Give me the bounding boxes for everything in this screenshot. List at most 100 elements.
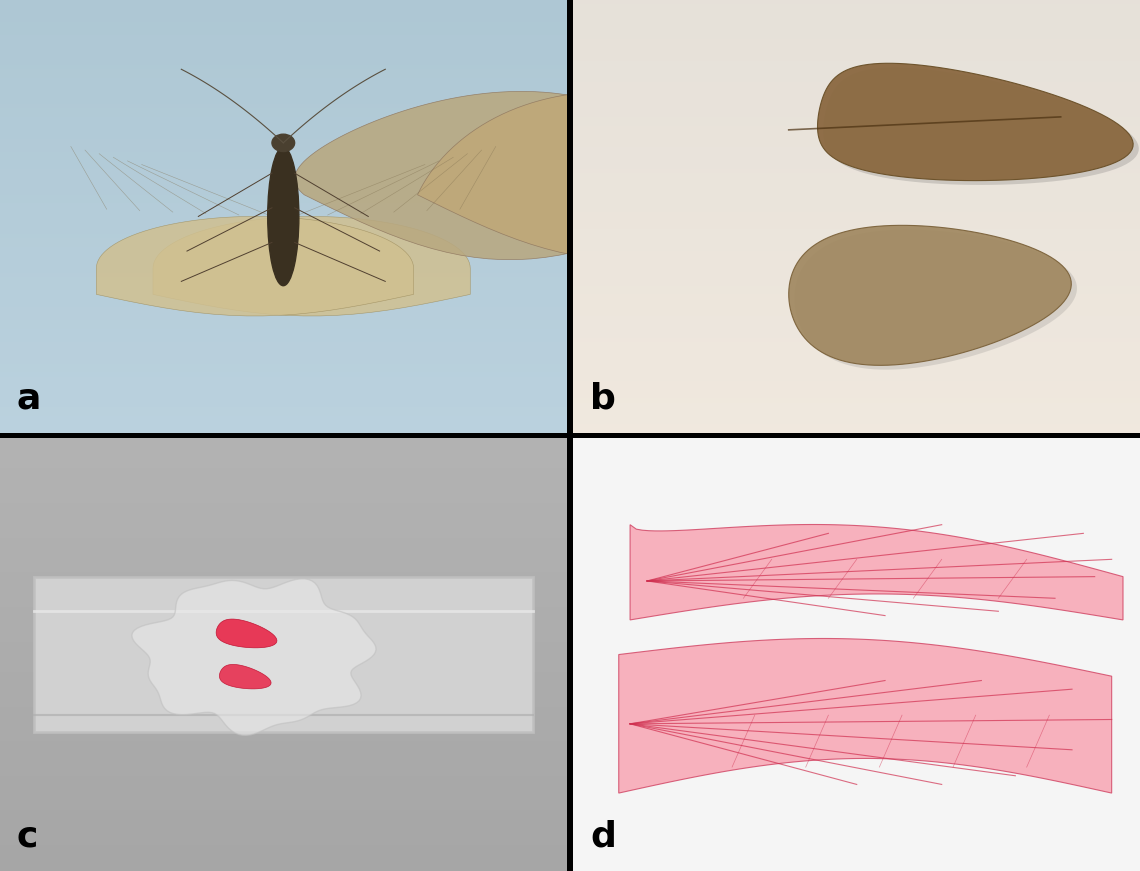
Bar	[0, 398, 567, 402]
Bar	[573, 138, 1140, 143]
Bar	[573, 251, 1140, 255]
Bar	[573, 342, 1140, 347]
Bar	[0, 772, 567, 776]
Bar	[0, 347, 567, 351]
Bar	[573, 57, 1140, 61]
Bar	[0, 520, 567, 524]
Bar	[0, 620, 567, 625]
Bar	[0, 464, 567, 469]
Bar	[573, 4, 1140, 9]
Bar	[573, 351, 1140, 355]
Bar	[0, 832, 567, 836]
Bar	[0, 594, 567, 598]
Polygon shape	[132, 579, 376, 735]
Bar	[0, 134, 567, 138]
Bar	[573, 0, 1140, 4]
Polygon shape	[294, 91, 716, 260]
Bar	[0, 477, 567, 482]
Bar	[573, 268, 1140, 273]
Bar	[573, 229, 1140, 233]
Bar	[573, 213, 1140, 216]
Bar	[0, 806, 567, 810]
Bar	[0, 511, 567, 516]
Bar	[0, 867, 567, 871]
Bar	[573, 86, 1140, 91]
Bar	[573, 321, 1140, 325]
Bar	[0, 451, 567, 456]
Bar	[0, 229, 567, 233]
Bar	[573, 273, 1140, 277]
Bar	[573, 402, 1140, 407]
Bar	[0, 646, 567, 651]
Bar	[573, 195, 1140, 199]
Bar	[0, 286, 567, 290]
Bar	[0, 862, 567, 867]
Bar	[573, 420, 1140, 424]
Bar	[0, 495, 567, 499]
Bar	[573, 225, 1140, 229]
Bar	[0, 672, 567, 676]
Polygon shape	[417, 91, 839, 260]
Bar	[0, 130, 567, 134]
Bar	[0, 125, 567, 130]
Bar	[573, 186, 1140, 191]
Bar	[0, 737, 567, 741]
Bar	[573, 398, 1140, 402]
Polygon shape	[153, 217, 471, 316]
Text: d: d	[591, 820, 617, 854]
Bar	[573, 338, 1140, 342]
Bar	[0, 537, 567, 542]
Bar	[573, 286, 1140, 290]
Bar	[0, 195, 567, 199]
Bar	[0, 61, 567, 65]
Bar	[0, 73, 567, 78]
Bar	[0, 706, 567, 711]
Bar	[0, 147, 567, 152]
Bar	[0, 204, 567, 208]
Bar	[573, 165, 1140, 169]
Bar	[573, 415, 1140, 420]
Bar	[0, 841, 567, 845]
Bar	[0, 754, 567, 759]
Bar	[0, 152, 567, 156]
Bar	[0, 169, 567, 173]
Bar	[573, 316, 1140, 321]
Bar	[0, 555, 567, 559]
Bar	[0, 849, 567, 854]
Bar	[573, 78, 1140, 82]
Text: c: c	[17, 820, 39, 854]
Bar	[0, 823, 567, 827]
Bar	[573, 143, 1140, 147]
Bar	[0, 191, 567, 195]
Bar	[573, 264, 1140, 268]
Bar	[573, 82, 1140, 86]
Bar	[0, 858, 567, 862]
Bar	[0, 801, 567, 806]
Bar	[0, 156, 567, 160]
Bar	[573, 411, 1140, 415]
Bar	[0, 372, 567, 376]
Bar	[0, 117, 567, 121]
Bar	[0, 516, 567, 520]
Bar	[0, 26, 567, 30]
Bar	[573, 312, 1140, 316]
Bar	[0, 57, 567, 61]
Bar	[0, 789, 567, 793]
Bar	[573, 281, 1140, 286]
Bar	[0, 750, 567, 754]
Text: a: a	[17, 381, 41, 415]
Bar	[0, 281, 567, 286]
Bar	[0, 363, 567, 368]
Bar	[0, 638, 567, 642]
Bar	[573, 61, 1140, 65]
Bar	[0, 424, 567, 429]
Bar	[0, 264, 567, 268]
Bar	[0, 186, 567, 191]
Bar	[573, 130, 1140, 134]
Bar	[573, 95, 1140, 99]
Bar	[573, 70, 1140, 73]
Bar	[573, 424, 1140, 429]
Bar	[0, 533, 567, 537]
Bar	[573, 238, 1140, 242]
Bar	[0, 598, 567, 603]
